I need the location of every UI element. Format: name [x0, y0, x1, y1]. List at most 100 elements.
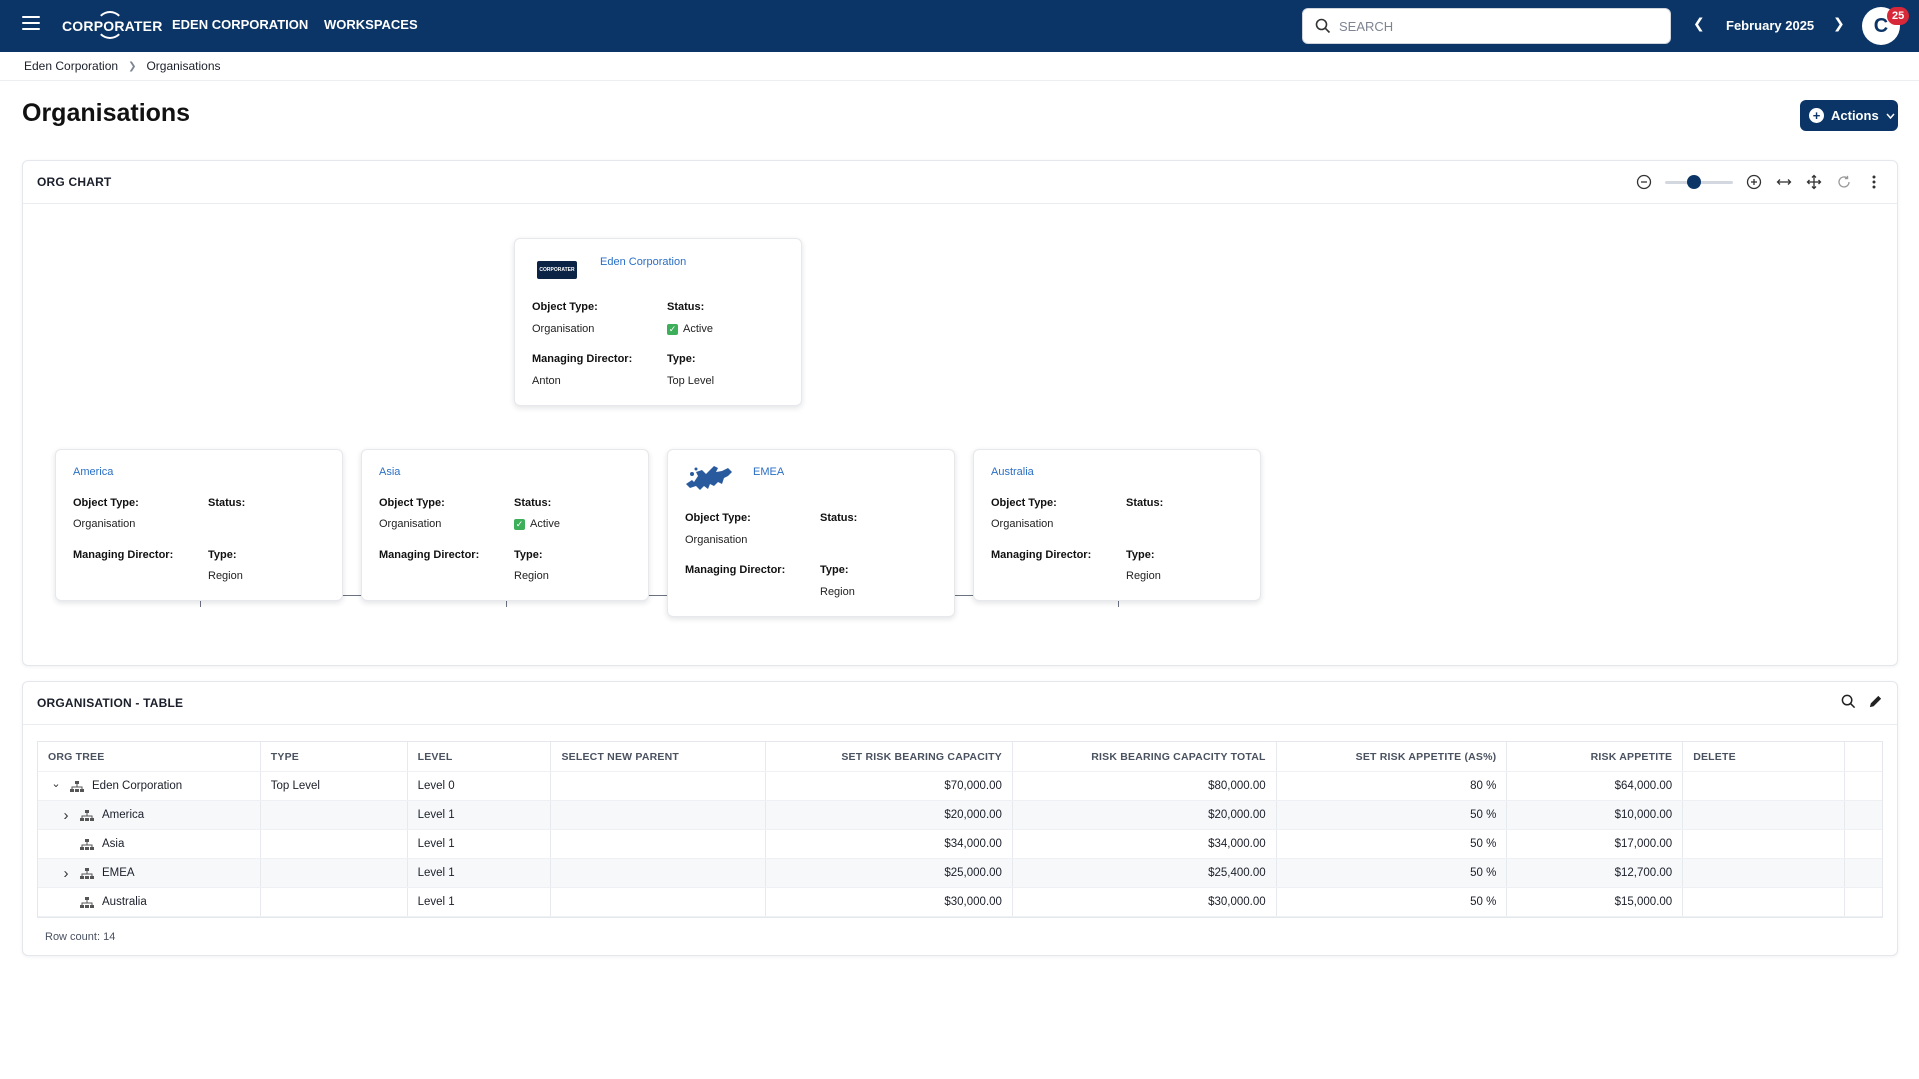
table-row[interactable]: ⌄ Eden Corporation Top Level Level 0 $70,000… [38, 772, 1882, 801]
fit-width-icon[interactable] [1775, 173, 1793, 191]
global-search[interactable] [1302, 8, 1671, 44]
delete-cell[interactable] [1683, 830, 1846, 858]
select-new-parent-cell[interactable] [551, 801, 767, 829]
search-input[interactable] [1339, 18, 1659, 34]
notification-count-badge[interactable]: 25 [1887, 7, 1910, 25]
org-chart-panel: ORG CHART [22, 160, 1898, 666]
column-header-risk-bearing-capacity-total[interactable]: RISK BEARING CAPACITY TOTAL [1013, 742, 1277, 771]
corporater-logo[interactable]: CORPORATER [62, 10, 163, 42]
org-tree-cell[interactable]: Australia [38, 888, 261, 916]
set-risk-bearing-capacity-cell[interactable]: $34,000.00 [766, 830, 1013, 858]
managing-director-label: Managing Director: [73, 549, 174, 561]
org-tree-cell[interactable]: Asia [38, 830, 261, 858]
org-tree-name: Australia [102, 896, 147, 908]
search-icon [1315, 18, 1331, 34]
org-card-name[interactable]: America [73, 466, 114, 478]
type-label: Type: [1126, 549, 1155, 561]
zoom-in-icon[interactable] [1745, 173, 1763, 191]
chevron-down-icon[interactable]: ⌄ [51, 777, 61, 790]
set-risk-bearing-capacity-cell[interactable]: $20,000.00 [766, 801, 1013, 829]
type-value: Region [820, 586, 855, 598]
set-risk-appetite-cell[interactable]: 50 % [1277, 888, 1508, 916]
top-navigation-bar: CORPORATER EDEN CORPORATION WORKSPACES ❮… [0, 0, 1919, 52]
org-card-australia[interactable]: Australia Object Type: Organisation Stat… [973, 449, 1261, 601]
delete-cell[interactable] [1683, 859, 1846, 887]
previous-period-chevron-icon[interactable]: ❮ [1693, 15, 1705, 31]
object-type-label: Object Type: [991, 497, 1057, 509]
org-hierarchy-icon [80, 809, 94, 821]
org-card-name[interactable]: EMEA [753, 466, 785, 478]
org-tree-cell[interactable]: › EMEA [38, 859, 261, 887]
column-header-risk-appetite[interactable]: RISK APPETITE [1507, 742, 1684, 771]
table-row[interactable]: › America Level 1 $20,000.00 $20,000.00 50 % $… [38, 801, 1882, 830]
delete-cell[interactable] [1683, 801, 1846, 829]
org-tree-cell[interactable]: ⌄ Eden Corporation [38, 772, 261, 800]
more-options-icon[interactable] [1865, 173, 1883, 191]
select-new-parent-cell[interactable] [551, 772, 767, 800]
column-header-select-new-parent[interactable]: SELECT NEW PARENT [551, 742, 767, 771]
org-card-asia[interactable]: Asia Object Type: Organisation Status: ✓… [361, 449, 649, 601]
next-period-chevron-icon[interactable]: ❯ [1833, 15, 1845, 31]
org-card-emea[interactable]: EMEA Object Type: Organisation Status: M… [667, 449, 955, 617]
org-card-eden-corporation[interactable]: CORPORATER Eden Corporation Object Type:… [514, 238, 802, 406]
table-row[interactable]: Australia Level 1 $30,000.00 $30,000.00 50 %… [38, 888, 1882, 917]
checkbox-checked-icon: ✓ [514, 518, 525, 530]
delete-cell[interactable] [1683, 888, 1846, 916]
select-new-parent-cell[interactable] [551, 830, 767, 858]
connector-line [1118, 595, 1119, 607]
column-header-set-risk-bearing-capacity[interactable]: SET RISK BEARING CAPACITY [766, 742, 1013, 771]
column-header-org-tree[interactable]: ORG TREE [38, 742, 261, 771]
set-risk-bearing-capacity-cell[interactable]: $70,000.00 [766, 772, 1013, 800]
level-cell: Level 1 [408, 801, 552, 829]
status-label: Status: [820, 512, 858, 524]
set-risk-appetite-cell[interactable]: 50 % [1277, 830, 1508, 858]
column-header-type[interactable]: TYPE [261, 742, 408, 771]
column-header-set-risk-appetite[interactable]: SET RISK APPETITE (AS%) [1277, 742, 1508, 771]
zoom-slider[interactable] [1665, 173, 1733, 191]
org-tree-cell[interactable]: › America [38, 801, 261, 829]
hamburger-menu-icon[interactable] [22, 16, 40, 30]
table-row[interactable]: Asia Level 1 $34,000.00 $34,000.00 50 % $17,0… [38, 830, 1882, 859]
spacer-cell [1845, 859, 1882, 887]
org-card-america[interactable]: America Object Type: Organisation Status… [55, 449, 343, 601]
zoom-out-icon[interactable] [1635, 173, 1653, 191]
set-risk-appetite-cell[interactable]: 50 % [1277, 801, 1508, 829]
org-chart-toolbar [1635, 171, 1883, 193]
breadcrumb-eden-corporation[interactable]: Eden Corporation [24, 59, 119, 73]
org-card-name[interactable]: Australia [991, 466, 1034, 478]
select-new-parent-cell[interactable] [551, 859, 767, 887]
nav-workspaces[interactable]: WORKSPACES [324, 17, 418, 32]
column-header-level[interactable]: LEVEL [408, 742, 552, 771]
org-hierarchy-icon [80, 867, 94, 879]
org-card-name[interactable]: Eden Corporation [600, 256, 687, 268]
type-label: Type: [514, 549, 543, 561]
column-header-delete[interactable]: DELETE [1683, 742, 1846, 771]
table-row[interactable]: › EMEA Level 1 $25,000.00 $25,400.00 50 % $12,… [38, 859, 1882, 888]
select-new-parent-cell[interactable] [551, 888, 767, 916]
move-icon[interactable] [1805, 173, 1823, 191]
edit-pencil-icon[interactable] [1868, 694, 1883, 709]
refresh-icon[interactable] [1835, 173, 1853, 191]
set-risk-bearing-capacity-cell[interactable]: $30,000.00 [766, 888, 1013, 916]
chevron-right-icon[interactable]: › [63, 806, 69, 824]
type-cell: Top Level [261, 772, 408, 800]
risk-bearing-capacity-total-cell: $80,000.00 [1013, 772, 1277, 800]
chevron-right-icon[interactable]: › [63, 864, 69, 882]
org-card-name[interactable]: Asia [379, 466, 401, 478]
status-label: Status: [1126, 497, 1164, 509]
zoom-slider-knob[interactable] [1687, 175, 1701, 189]
nav-eden-corporation[interactable]: EDEN CORPORATION [172, 17, 309, 32]
object-type-label: Object Type: [532, 301, 598, 313]
set-risk-appetite-cell[interactable]: 50 % [1277, 859, 1508, 887]
checkbox-checked-icon: ✓ [667, 323, 678, 335]
risk-bearing-capacity-total-cell: $30,000.00 [1013, 888, 1277, 916]
current-period[interactable]: February 2025 [1726, 18, 1815, 33]
managing-director-label: Managing Director: [379, 549, 480, 561]
set-risk-appetite-cell[interactable]: 80 % [1277, 772, 1508, 800]
set-risk-bearing-capacity-cell[interactable]: $25,000.00 [766, 859, 1013, 887]
search-icon[interactable] [1841, 694, 1856, 709]
type-label: Type: [667, 353, 696, 365]
breadcrumb-organisations[interactable]: Organisations [146, 59, 221, 73]
delete-cell[interactable] [1683, 772, 1846, 800]
actions-button[interactable]: + Actions [1800, 100, 1898, 131]
